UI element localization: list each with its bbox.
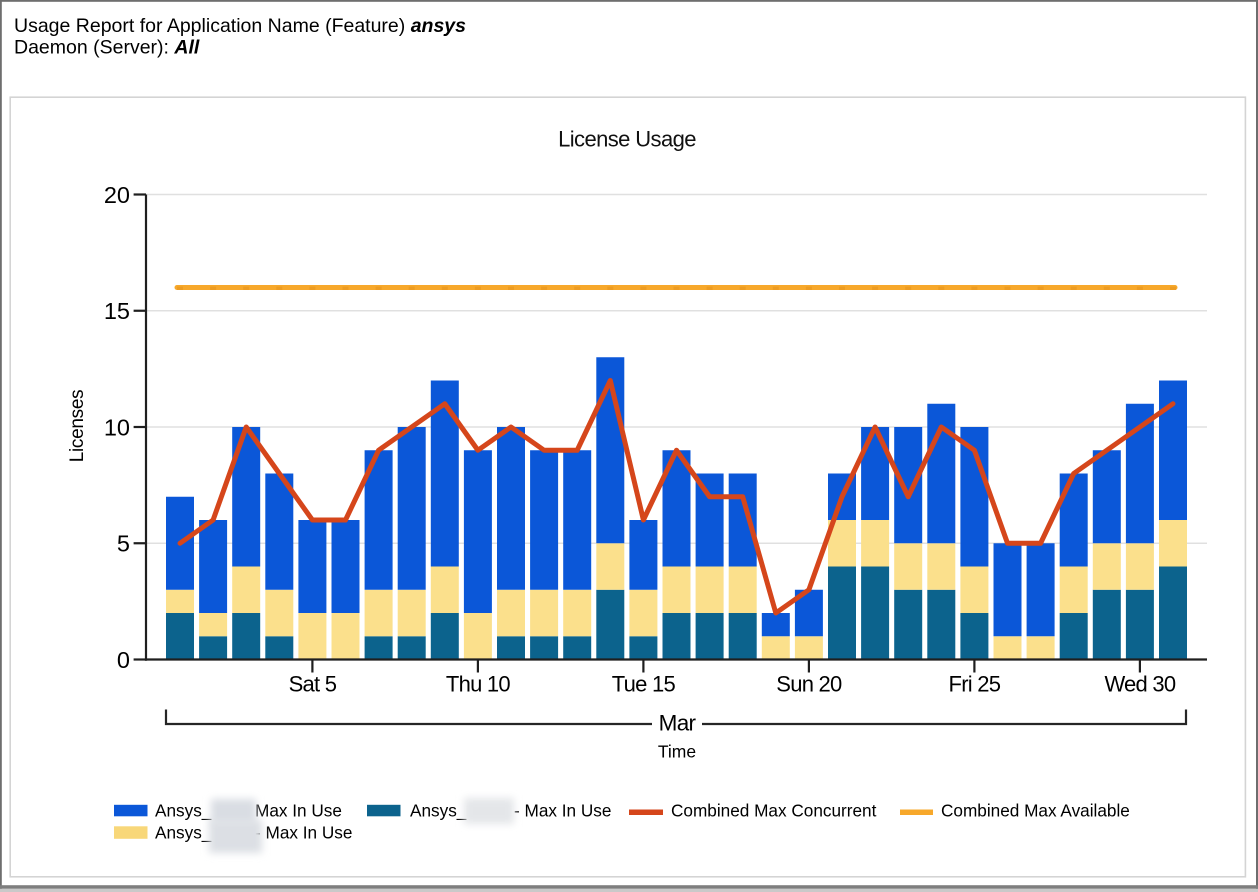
svg-text:Ansys_: Ansys_	[410, 800, 467, 820]
svg-text:Ansys_: Ansys_	[155, 800, 212, 820]
svg-text:Usage Report for Application N: Usage Report for Application Name (Featu…	[14, 15, 466, 37]
svg-text:Fri 25: Fri 25	[949, 672, 1001, 697]
svg-text:- Max In Use: - Max In Use	[514, 800, 611, 820]
svg-text:0: 0	[117, 647, 130, 673]
svg-text:License Usage: License Usage	[558, 127, 696, 152]
svg-text:Mar: Mar	[659, 711, 697, 736]
svg-text:Combined Max Available: Combined Max Available	[941, 800, 1130, 820]
svg-text:Wed 30: Wed 30	[1104, 672, 1175, 697]
svg-text:Ansys_: Ansys_	[155, 822, 212, 842]
svg-text:Max In Use: Max In Use	[255, 800, 342, 820]
svg-text:15: 15	[104, 298, 130, 324]
svg-text:- Max In Use: - Max In Use	[255, 822, 352, 842]
svg-text:Thu 10: Thu 10	[446, 672, 511, 697]
svg-text:10: 10	[104, 414, 130, 440]
svg-text:Sat 5: Sat 5	[289, 672, 337, 697]
svg-text:Tue 15: Tue 15	[612, 672, 676, 697]
svg-text:Licenses: Licenses	[67, 390, 88, 463]
svg-text:Daemon (Server): All: Daemon (Server): All	[14, 37, 200, 59]
svg-text:Combined Max Concurrent: Combined Max Concurrent	[671, 800, 877, 820]
svg-text:Sun 20: Sun 20	[776, 672, 842, 697]
svg-text:20: 20	[104, 182, 130, 208]
svg-text:5: 5	[117, 531, 130, 557]
svg-text:Time: Time	[658, 742, 696, 762]
